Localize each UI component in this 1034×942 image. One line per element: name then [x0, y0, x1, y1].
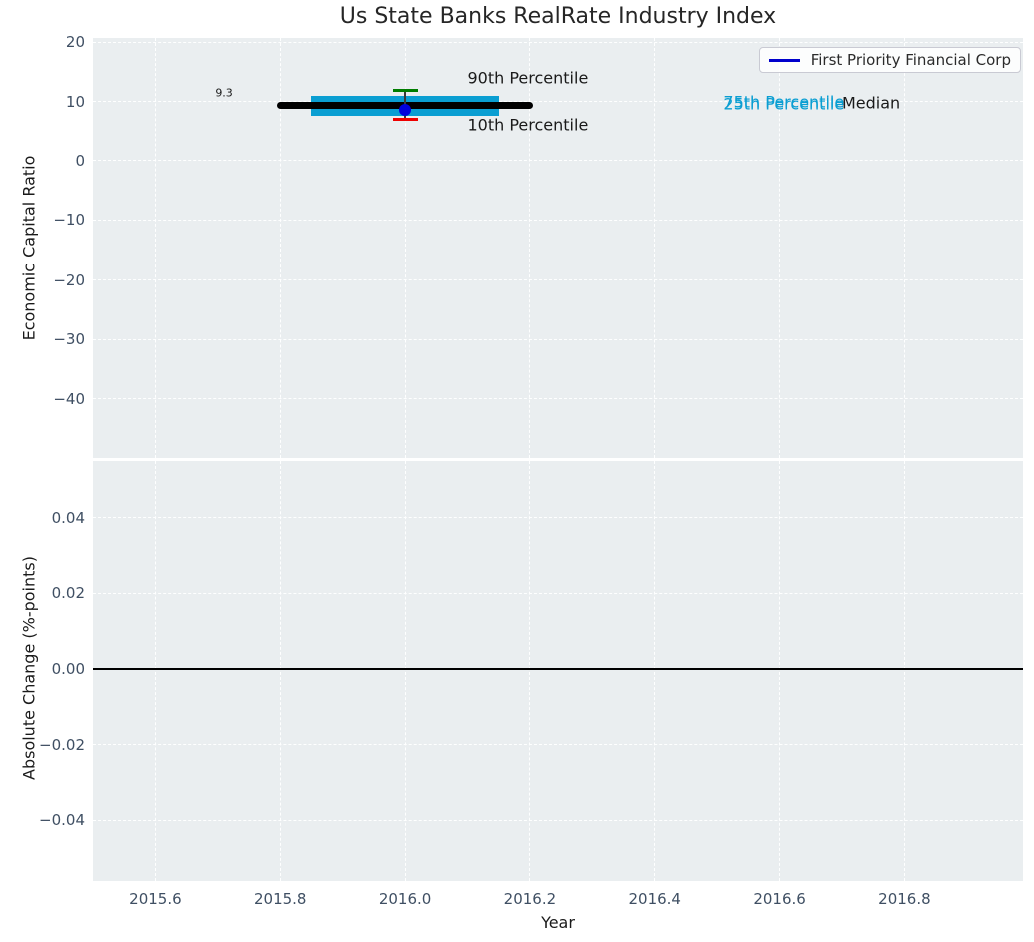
annotation: 25th Percentile: [723, 94, 845, 114]
bottom-axes: 2015.6 2015.8 2016.0 2016.2 2016.4 2016.6 2016…: [39, 461, 1023, 908]
x-gridline: [404, 461, 406, 881]
y-gridline: [93, 41, 1023, 43]
y-tick-label: −10: [53, 211, 85, 230]
y-gridline: [93, 744, 1023, 746]
y-gridline: [93, 398, 1023, 400]
x-tick-label: 2016.0: [378, 890, 432, 908]
p90-cap: [392, 89, 418, 93]
y-gridline: [93, 517, 1023, 519]
y-tick-label: 0.02: [51, 584, 85, 603]
zero-line: [93, 668, 1023, 671]
x-gridline: [654, 461, 656, 881]
x-gridline: [279, 38, 281, 458]
y-tick-label: −0.04: [39, 811, 85, 830]
x-tick-label: 2016.8: [878, 890, 931, 908]
legend-label: First Priority Financial Corp: [810, 51, 1011, 69]
annotation: 10th Percentile: [467, 115, 589, 135]
x-tick-label: 2016.6: [753, 890, 806, 908]
x-gridline: [903, 461, 905, 881]
company-marker: [399, 104, 412, 117]
y-tick-label: −20: [53, 270, 85, 289]
y-tick-label: 10: [65, 92, 85, 111]
annotation: Median: [841, 93, 901, 113]
y-axis-label-top: Economic Capital Ratio: [19, 155, 39, 341]
x-gridline: [654, 38, 656, 458]
y-gridline: [93, 219, 1023, 221]
x-gridline: [279, 461, 281, 881]
x-tick-label: 2015.6: [129, 890, 182, 908]
x-tick-label: 2016.4: [628, 890, 681, 908]
chart-title: Us State Banks RealRate Industry Index: [339, 4, 777, 29]
annotation: 75th Percentile: [723, 92, 845, 112]
legend: First Priority Financial Corp: [758, 47, 1021, 73]
y-tick-label: 20: [65, 33, 85, 52]
y-gridline: [93, 819, 1023, 821]
x-gridline: [779, 38, 781, 458]
y-tick-label: −40: [53, 389, 85, 408]
x-gridline: [779, 461, 781, 881]
y-gridline: [93, 592, 1023, 594]
y-gridline: [93, 101, 1023, 103]
x-tick-label: 2016.2: [503, 890, 557, 908]
p10-cap: [392, 117, 418, 121]
top-axes: First Priority Financial Corp 20 10 0 −10 −2…: [53, 33, 1023, 458]
y-tick-label: 0.04: [51, 508, 85, 527]
x-axis-label: Year: [541, 913, 575, 932]
x-gridline: [529, 38, 531, 458]
y-tick-label: −30: [53, 330, 85, 349]
x-gridline: [404, 38, 406, 458]
y-tick-label: 0.00: [51, 660, 85, 679]
y-tick-label: 0: [75, 151, 85, 170]
x-gridline: [154, 461, 156, 881]
y-gridline: [93, 279, 1023, 281]
y-tick-label: −0.02: [39, 735, 85, 754]
x-gridline: [154, 38, 156, 458]
annotation: 90th Percentile: [467, 68, 589, 88]
y-gridline: [93, 338, 1023, 340]
x-gridline: [529, 461, 531, 881]
x-tick-label: 2015.8: [253, 890, 307, 908]
annotation: 9.3: [215, 86, 233, 100]
x-gridline: [903, 38, 905, 458]
y-gridline: [93, 160, 1023, 162]
legend-line-sample: [768, 58, 800, 62]
